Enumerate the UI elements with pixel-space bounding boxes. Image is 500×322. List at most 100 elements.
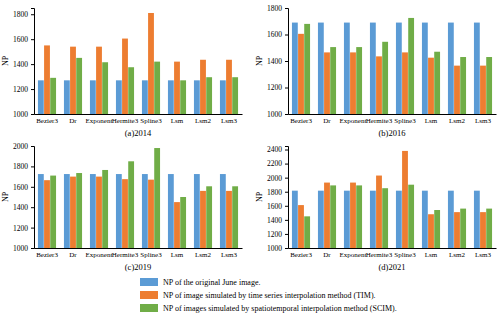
- bar: [154, 62, 160, 114]
- legend-label: NP of images simulated by spatiotemporal…: [163, 304, 397, 313]
- tick: Lsm2: [449, 114, 465, 125]
- tick-label: Spline3: [394, 251, 416, 259]
- bar: [116, 80, 122, 114]
- tick-mark: [31, 114, 34, 115]
- bar: [148, 13, 154, 114]
- bar: [396, 23, 402, 114]
- tick: 1400: [13, 203, 34, 212]
- legend-item: NP of images simulated by spatiotemporal…: [140, 304, 397, 313]
- tick-label: Lsm3: [221, 117, 237, 125]
- tick-mark: [285, 35, 288, 36]
- tick-label: 1800: [13, 10, 28, 19]
- tick: Lsm3: [221, 248, 237, 259]
- bar: [194, 80, 200, 114]
- y-axis: 10001200140016001800: [267, 4, 289, 119]
- axis-line: [31, 147, 35, 249]
- tick-mark: [285, 114, 288, 115]
- bar: [122, 39, 128, 114]
- tick: 1200: [267, 230, 288, 239]
- bar: [200, 60, 206, 114]
- tick: 1200: [13, 224, 34, 233]
- bar: [292, 23, 298, 114]
- tick-label: Lsm2: [449, 251, 465, 259]
- bar: [142, 80, 148, 114]
- tick-label: Dr: [323, 117, 331, 125]
- bar: [116, 174, 122, 248]
- tick-label: 1800: [13, 162, 28, 171]
- tick-label: Hermite3: [366, 251, 393, 259]
- tick: Bezier3: [290, 248, 312, 259]
- tick-label: Lsm3: [475, 251, 491, 259]
- tick-mark: [31, 207, 34, 208]
- tick-label: 1200: [13, 224, 28, 233]
- bar: [422, 23, 428, 114]
- tick-label: Spline3: [140, 117, 162, 125]
- y-axis: 10001200140016001800200022002400: [267, 145, 289, 252]
- bar: [330, 47, 336, 114]
- x-axis: Bezier3DrExponentHermite3Spline3LsmLsm2L…: [35, 248, 243, 259]
- tick-label: Exponent: [86, 117, 113, 125]
- tick-mark: [285, 178, 288, 179]
- bar: [44, 45, 50, 114]
- tick: Spline3: [394, 114, 416, 125]
- tick: Hermite3: [366, 248, 393, 259]
- tick: Hermite3: [112, 114, 139, 125]
- tick-mark: [285, 88, 288, 89]
- tick-mark: [31, 14, 34, 15]
- tick: Dr: [69, 114, 77, 125]
- axis-title: NP: [1, 55, 10, 66]
- tick-label: Lsm: [171, 251, 184, 259]
- bar: [206, 77, 212, 114]
- tick: 1400: [267, 57, 288, 66]
- bar: [434, 210, 440, 248]
- legend-swatch: [140, 291, 158, 299]
- bar: [344, 191, 350, 248]
- tick-mark: [285, 61, 288, 62]
- tick-label: 1600: [13, 35, 28, 44]
- y-axis: 10001200140016001800: [13, 9, 35, 119]
- tick: 1200: [267, 83, 288, 92]
- tick-label: Exponent: [86, 251, 113, 259]
- bar: [428, 214, 434, 248]
- tick-mark: [31, 228, 34, 229]
- bar: [350, 183, 356, 248]
- tick-label: 2400: [267, 145, 282, 154]
- tick: Dr: [323, 114, 331, 125]
- bar: [356, 47, 362, 114]
- bar: [474, 191, 480, 248]
- tick: Lsm2: [449, 248, 465, 259]
- tick: Spline3: [140, 248, 162, 259]
- tick-label: Dr: [323, 251, 331, 259]
- tick: Bezier3: [290, 114, 312, 125]
- bar: [480, 66, 486, 114]
- bar: [90, 80, 96, 114]
- tick-label: 1600: [267, 202, 282, 211]
- tick-mark: [285, 248, 288, 249]
- tick: Bezier3: [36, 248, 58, 259]
- tick-label: 1000: [13, 244, 28, 253]
- bar: [422, 191, 428, 248]
- bar: [448, 191, 454, 248]
- tick: 2400: [267, 145, 288, 154]
- bar: [44, 180, 50, 248]
- bar: [50, 78, 56, 114]
- bar: [402, 52, 408, 114]
- tick: 1800: [13, 10, 34, 19]
- tick-label: Exponent: [340, 117, 367, 125]
- tick-label: 1000: [13, 110, 28, 119]
- tick: 1600: [267, 30, 288, 39]
- bar: [142, 174, 148, 248]
- tick-label: Lsm: [425, 117, 438, 125]
- tick-label: 2200: [267, 159, 282, 168]
- bar: [90, 174, 96, 248]
- x-axis: Bezier3DrExponentHermite3Spline3LsmLsm2L…: [289, 248, 497, 259]
- tick: Bezier3: [36, 114, 58, 125]
- tick-label: 2000: [267, 174, 282, 183]
- tick: Dr: [69, 248, 77, 259]
- tick-label: Spline3: [140, 251, 162, 259]
- axis-title: NP: [255, 55, 264, 66]
- bar: [226, 60, 232, 114]
- tick: 2000: [267, 174, 288, 183]
- bar: [168, 80, 174, 114]
- tick-label: Hermite3: [366, 117, 393, 125]
